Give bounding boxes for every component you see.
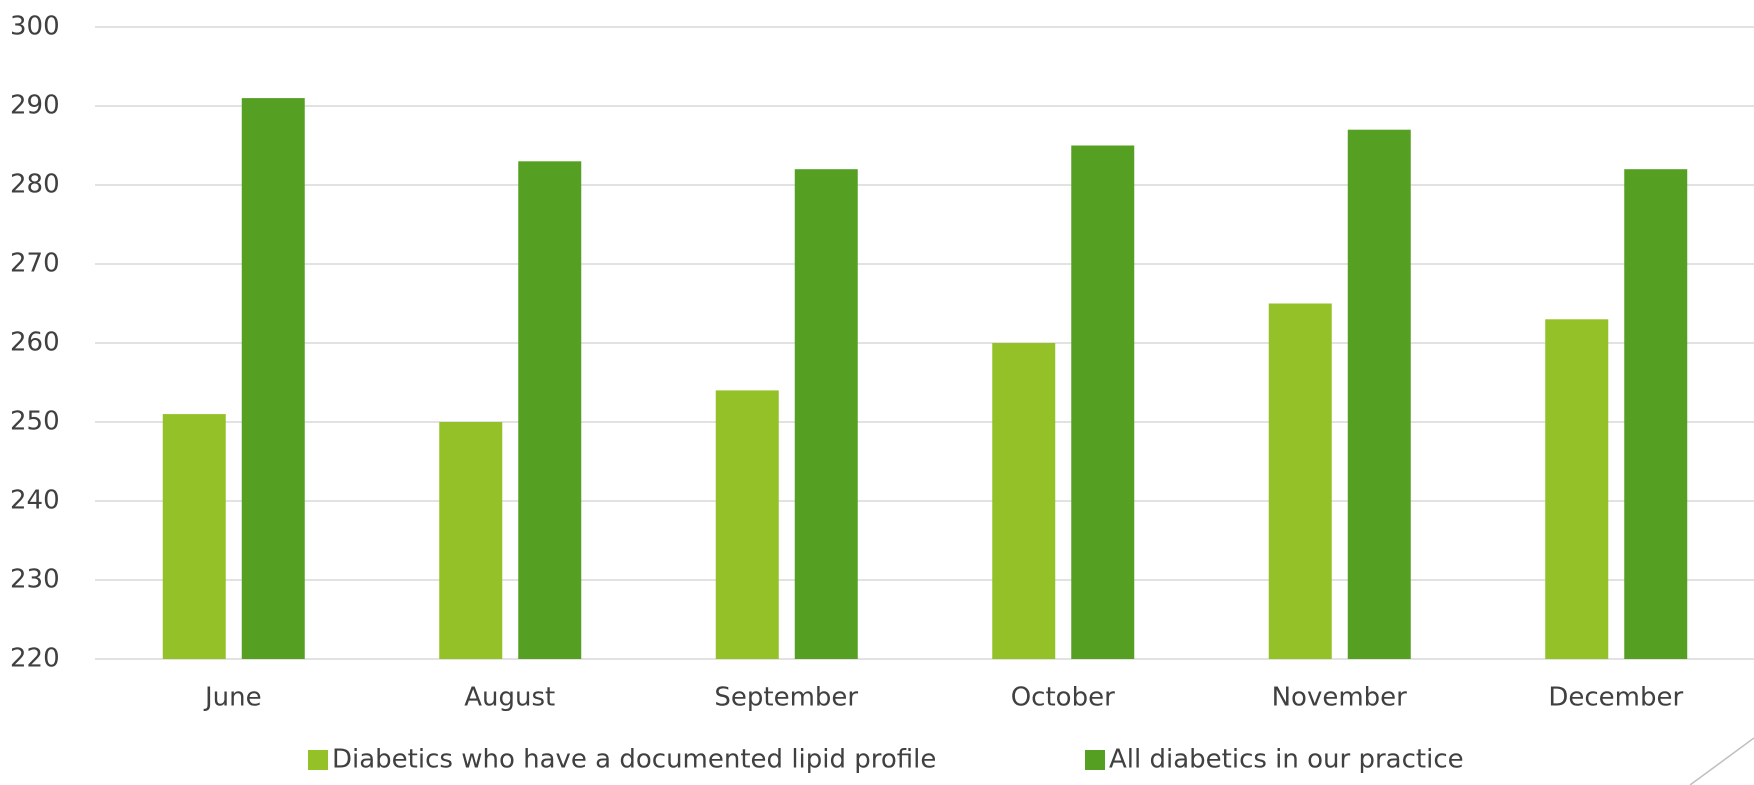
y-tick-label: 250 <box>10 407 60 437</box>
legend-swatch <box>1085 750 1105 770</box>
legend-label: All diabetics in our practice <box>1109 745 1464 775</box>
x-tick-label: June <box>203 683 262 713</box>
bar <box>1347 129 1411 659</box>
y-tick-label: 220 <box>10 644 60 674</box>
y-tick-label: 240 <box>10 486 60 516</box>
y-tick-label: 280 <box>10 170 60 200</box>
bar <box>794 169 858 659</box>
bar <box>1624 169 1688 659</box>
bar <box>715 390 779 659</box>
y-tick-label: 290 <box>10 91 60 121</box>
y-tick-label: 270 <box>10 249 60 279</box>
bar <box>241 98 305 660</box>
legend-label: Diabetics who have a documented lipid pr… <box>332 745 936 775</box>
bar <box>1268 303 1332 659</box>
x-tick-label: December <box>1548 683 1683 713</box>
bar <box>162 414 226 659</box>
bar <box>992 343 1056 659</box>
y-tick-label: 260 <box>10 328 60 358</box>
bar <box>1545 319 1609 659</box>
x-tick-label: October <box>1011 683 1115 713</box>
y-tick-label: 300 <box>10 12 60 42</box>
x-tick-label: August <box>464 683 555 713</box>
y-tick-label: 230 <box>10 565 60 595</box>
bar <box>1071 145 1135 659</box>
x-tick-label: September <box>714 683 858 713</box>
bar <box>439 422 503 659</box>
x-tick-label: November <box>1272 683 1408 713</box>
decoration <box>1689 737 1754 785</box>
bar <box>518 161 582 660</box>
legend-swatch <box>308 750 328 770</box>
